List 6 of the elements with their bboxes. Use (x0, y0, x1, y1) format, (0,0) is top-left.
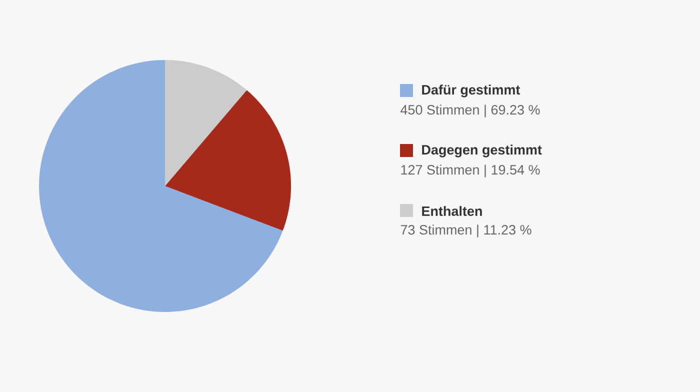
legend-label: Dafür gestimmt (422, 84, 520, 98)
data-label: 450 Stimmen | 69.23 % (400, 104, 540, 118)
legend-label: Dagegen gestimmt (422, 144, 542, 158)
data-label: 73 Stimmen | 11.23 % (400, 224, 532, 238)
legend-label: Enthalten (422, 206, 482, 216)
data-label: 127 Stimmen | 19.54 % (401, 164, 540, 178)
